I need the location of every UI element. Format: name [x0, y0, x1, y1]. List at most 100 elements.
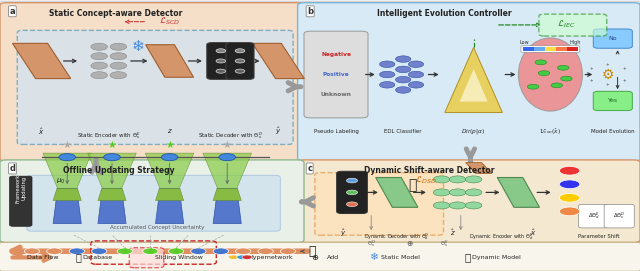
Polygon shape: [156, 188, 184, 201]
Text: Dynamic Shift-aware Detector: Dynamic Shift-aware Detector: [364, 166, 494, 175]
Circle shape: [465, 176, 482, 183]
Text: Intelligent Evolution Controller: Intelligent Evolution Controller: [378, 8, 512, 18]
Polygon shape: [53, 188, 81, 224]
Text: $\Theta_s^D$: $\Theta_s^D$: [367, 238, 376, 249]
FancyBboxPatch shape: [579, 204, 609, 228]
Text: $\mu_0$: $\mu_0$: [56, 177, 65, 186]
Text: Negative: Negative: [321, 52, 351, 57]
Text: Framework
Updating: Framework Updating: [16, 174, 26, 203]
Circle shape: [91, 43, 108, 50]
Text: Model Evolution: Model Evolution: [591, 129, 635, 134]
Circle shape: [527, 84, 539, 89]
Polygon shape: [213, 188, 241, 201]
Circle shape: [110, 72, 127, 79]
Text: Static Concept-aware Detector: Static Concept-aware Detector: [49, 8, 182, 18]
Polygon shape: [445, 47, 502, 112]
Text: ★: ★: [165, 140, 174, 150]
Circle shape: [24, 248, 40, 254]
Circle shape: [228, 255, 239, 259]
FancyBboxPatch shape: [10, 176, 32, 226]
Circle shape: [110, 53, 127, 60]
Circle shape: [380, 71, 395, 78]
Circle shape: [237, 255, 247, 259]
Text: c: c: [307, 164, 312, 173]
Circle shape: [551, 83, 563, 88]
Polygon shape: [146, 45, 194, 77]
Circle shape: [191, 248, 206, 254]
Circle shape: [408, 82, 424, 88]
Circle shape: [433, 189, 450, 196]
Polygon shape: [466, 163, 492, 173]
Text: ✦: ✦: [589, 66, 593, 70]
FancyBboxPatch shape: [604, 204, 634, 228]
Text: ✦: ✦: [606, 83, 610, 87]
Text: Positive: Positive: [323, 72, 349, 77]
Text: Data Flow: Data Flow: [27, 255, 59, 260]
Text: ✦: ✦: [606, 62, 610, 66]
Text: $\mathcal{L}_{IEC}$: $\mathcal{L}_{IEC}$: [557, 19, 576, 30]
Polygon shape: [460, 69, 488, 102]
Polygon shape: [98, 188, 126, 224]
Circle shape: [561, 76, 572, 81]
Polygon shape: [98, 188, 126, 201]
Text: No: No: [609, 36, 618, 41]
Circle shape: [219, 154, 236, 161]
FancyBboxPatch shape: [298, 3, 640, 161]
Text: $\oplus$: $\oplus$: [312, 253, 319, 262]
Circle shape: [449, 176, 466, 183]
FancyBboxPatch shape: [593, 91, 632, 111]
Text: Dynamic Encoder with $\Theta_d^E$: Dynamic Encoder with $\Theta_d^E$: [469, 231, 533, 242]
Circle shape: [380, 61, 395, 67]
FancyBboxPatch shape: [521, 46, 580, 52]
Circle shape: [110, 62, 127, 69]
Circle shape: [280, 248, 296, 254]
Text: 🗄: 🗄: [76, 252, 82, 262]
Text: $\oplus$: $\oplus$: [406, 239, 413, 249]
FancyBboxPatch shape: [0, 242, 640, 271]
Text: ⚙: ⚙: [602, 67, 614, 82]
Circle shape: [559, 180, 580, 189]
Circle shape: [104, 154, 120, 161]
Text: a: a: [10, 7, 15, 16]
FancyBboxPatch shape: [545, 47, 556, 51]
Polygon shape: [156, 188, 184, 224]
Circle shape: [91, 53, 108, 60]
FancyBboxPatch shape: [0, 1, 640, 244]
FancyBboxPatch shape: [298, 160, 640, 243]
Text: b: b: [307, 7, 313, 16]
Text: ✦: ✦: [623, 79, 627, 83]
Circle shape: [161, 154, 178, 161]
Text: ★: ★: [223, 140, 232, 150]
Circle shape: [396, 66, 411, 73]
Circle shape: [216, 69, 226, 73]
FancyBboxPatch shape: [556, 47, 567, 51]
Circle shape: [449, 189, 466, 196]
Text: $\mathcal{U}_{con}(\hat{x})$: $\mathcal{U}_{con}(\hat{x})$: [540, 127, 561, 136]
Circle shape: [408, 61, 424, 67]
Circle shape: [346, 202, 358, 207]
Text: $\hat{y}$: $\hat{y}$: [275, 126, 282, 137]
Circle shape: [235, 59, 245, 63]
Polygon shape: [213, 188, 241, 224]
Text: $\hat{x}$: $\hat{x}$: [530, 228, 536, 238]
Text: 🔥: 🔥: [408, 179, 417, 193]
Text: d: d: [10, 164, 15, 173]
FancyBboxPatch shape: [17, 30, 293, 144]
Text: ✦: ✦: [589, 79, 593, 83]
Polygon shape: [203, 153, 252, 188]
Text: 🗄: 🗄: [308, 245, 316, 258]
Circle shape: [559, 193, 580, 202]
Text: Offline Updating Strategy: Offline Updating Strategy: [63, 166, 174, 175]
Circle shape: [559, 207, 580, 216]
Text: Dynamic Decoder with $\Theta_d^D$: Dynamic Decoder with $\Theta_d^D$: [364, 231, 429, 242]
Text: $\mathcal{L}_{DSD}$: $\mathcal{L}_{DSD}$: [415, 175, 436, 186]
FancyBboxPatch shape: [207, 43, 235, 79]
Circle shape: [559, 166, 580, 175]
Ellipse shape: [518, 38, 582, 111]
Text: Unknown: Unknown: [321, 92, 351, 97]
Text: $\Theta_s^E$: $\Theta_s^E$: [440, 238, 449, 249]
Polygon shape: [252, 43, 305, 79]
Text: Static Model: Static Model: [381, 255, 420, 260]
Polygon shape: [13, 43, 70, 79]
Text: Low: Low: [520, 40, 529, 45]
